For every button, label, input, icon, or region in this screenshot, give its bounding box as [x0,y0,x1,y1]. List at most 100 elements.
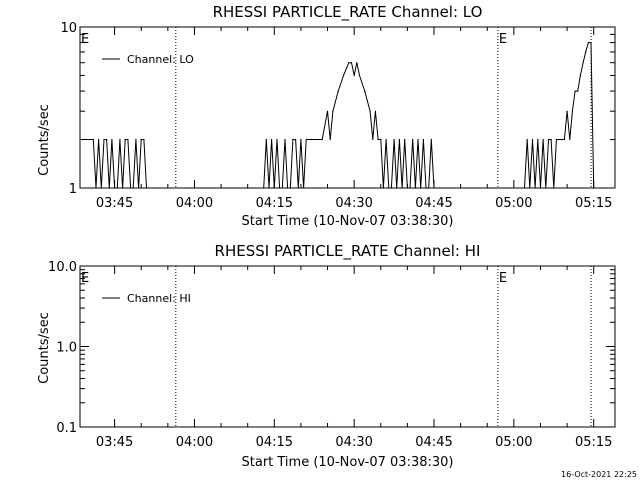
data-point [300,138,302,141]
data-point [103,138,105,141]
x-tick-label: 05:15 [575,196,612,211]
data-point [430,138,432,141]
x-axis-label: Start Time (10-Nov-07 03:38:30) [242,214,454,229]
data-point [106,138,108,141]
data-point [593,187,595,189]
data-point [428,187,430,189]
data-point [348,62,350,64]
data-point [585,51,587,53]
data-point [582,62,584,64]
x-tick-label: 04:00 [176,196,213,211]
data-point [377,138,379,141]
data-point [534,187,536,189]
data-point [114,187,116,189]
x-tick-label: 04:00 [176,435,213,450]
data-point [385,138,387,141]
data-point [382,187,385,189]
data-point [409,187,411,189]
data-point [271,138,273,141]
data-point [95,187,97,189]
chart-title: RHESSI PARTICLE_RATE Channel: HI [215,242,481,261]
annotation-e: E [81,32,89,47]
data-point [574,90,576,92]
data-point [523,187,526,189]
data-point [531,138,534,141]
data-point [302,187,305,189]
data-point [305,138,307,141]
data-point [587,42,589,44]
x-tick-label: 04:45 [415,435,452,450]
data-point [526,138,528,141]
series-line-0 [80,42,595,189]
data-point [374,110,377,112]
x-axis-label: Start Time (10-Nov-07 03:38:30) [242,455,454,470]
x-tick-label: 04:15 [256,196,293,211]
data-point [279,187,281,189]
y-tick-label: 10 [60,21,77,36]
data-point [143,138,145,141]
footer-timestamp: 16-Oct-2021 22:25 [561,470,637,479]
data-point [353,74,355,77]
data-point [116,187,118,189]
legend-entry: Channel: HI [127,292,191,305]
data-point [281,187,283,189]
data-point [529,187,531,189]
data-point [433,187,435,189]
x-tick-label: 04:45 [415,196,452,211]
data-point [124,138,126,141]
data-point [358,74,361,77]
data-point [369,110,371,112]
data-point [566,110,568,112]
data-point [537,138,539,141]
data-point [417,138,419,141]
data-point [132,187,134,189]
data-point [364,90,366,92]
data-point [542,138,544,141]
data-point [356,62,358,64]
data-point [92,138,94,141]
data-point [558,138,560,141]
data-point [127,138,129,141]
x-tick-label: 03:45 [96,435,133,450]
data-point [547,138,550,141]
data-point [342,74,345,77]
data-point [412,138,414,141]
data-point [263,187,265,189]
data-point [268,187,270,189]
data-point [569,138,571,141]
data-point [337,90,339,92]
data-point [273,187,275,189]
data-point [425,187,427,189]
data-point [571,110,574,112]
data-point [401,187,403,189]
data-point [310,138,313,141]
data-point [108,187,110,189]
data-point [332,110,334,112]
plot-frame [79,265,616,428]
data-point [550,138,552,141]
data-point [82,138,84,141]
data-point [111,138,113,141]
data-point [555,138,558,141]
y-axis-label: Counts/sec [37,104,52,176]
annotation-e: E [499,32,507,47]
x-tick-label: 05:15 [575,435,612,450]
data-point [119,138,121,141]
data-point [247,187,249,189]
data-point [98,138,100,141]
data-point [436,187,438,189]
data-point [145,187,148,189]
data-point [79,138,81,141]
data-point [326,110,329,112]
data-point [380,138,382,141]
data-point [577,90,579,92]
data-point [579,74,581,77]
data-point [100,187,102,189]
data-point [414,187,416,189]
data-point [292,138,294,141]
data-point [420,187,422,189]
data-point [393,138,395,141]
data-point [553,187,555,189]
data-point [308,138,310,141]
